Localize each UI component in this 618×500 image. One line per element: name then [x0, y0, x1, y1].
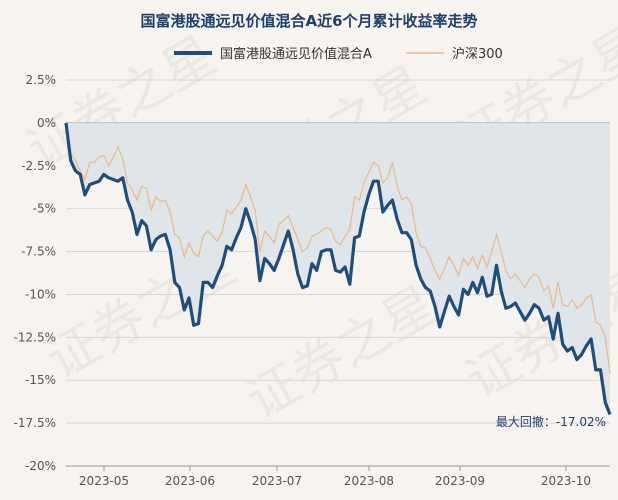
- x-tick-label: 2023-08: [344, 474, 394, 488]
- y-tick-label: -12.5%: [14, 330, 56, 344]
- series-line-hs300: [65, 122, 611, 374]
- legend: 国富港股通远见价值混合A 沪深300: [174, 46, 503, 62]
- y-tick-label: -7.5%: [21, 245, 56, 259]
- y-tick-label: -10%: [25, 287, 56, 301]
- fund-area: [66, 122, 610, 415]
- y-tick-label: -2.5%: [21, 159, 56, 173]
- x-axis: 2023-05 2023-06 2023-07 2023-08 2023-09 2023-…: [66, 465, 610, 488]
- fund-area-fill: [66, 122, 610, 415]
- x-tick-label: 2023-06: [165, 474, 215, 488]
- y-tick-label: -20%: [25, 459, 56, 473]
- y-tick-label: -15%: [25, 373, 56, 387]
- y-axis: 2.5% 0% -2.5% -5% -7.5% -10% -12.5% -15% -17.5% -…: [14, 73, 56, 473]
- legend-label-fund: 国富港股通远见价值混合A: [220, 46, 372, 62]
- y-tick-label: -5%: [33, 202, 56, 216]
- legend-label-hs300: 沪深300: [452, 46, 503, 62]
- y-tick-label: -17.5%: [14, 416, 56, 430]
- series-lines: [64, 122, 612, 416]
- y-tick-label: 0%: [37, 116, 56, 130]
- chart-title: 国富港股通远见价值混合A近6个月累计收益率走势: [140, 12, 477, 30]
- x-tick-label: 2023-05: [79, 474, 129, 488]
- x-tick-label: 2023-09: [435, 474, 485, 488]
- x-tick-label: 2023-07: [252, 474, 302, 488]
- series-line-fund: [64, 122, 612, 416]
- y-tick-label: 2.5%: [26, 73, 57, 87]
- max-drawdown-annotation: 最大回撤：-17.02%: [496, 414, 606, 429]
- x-tick-label: 2023-10: [541, 474, 591, 488]
